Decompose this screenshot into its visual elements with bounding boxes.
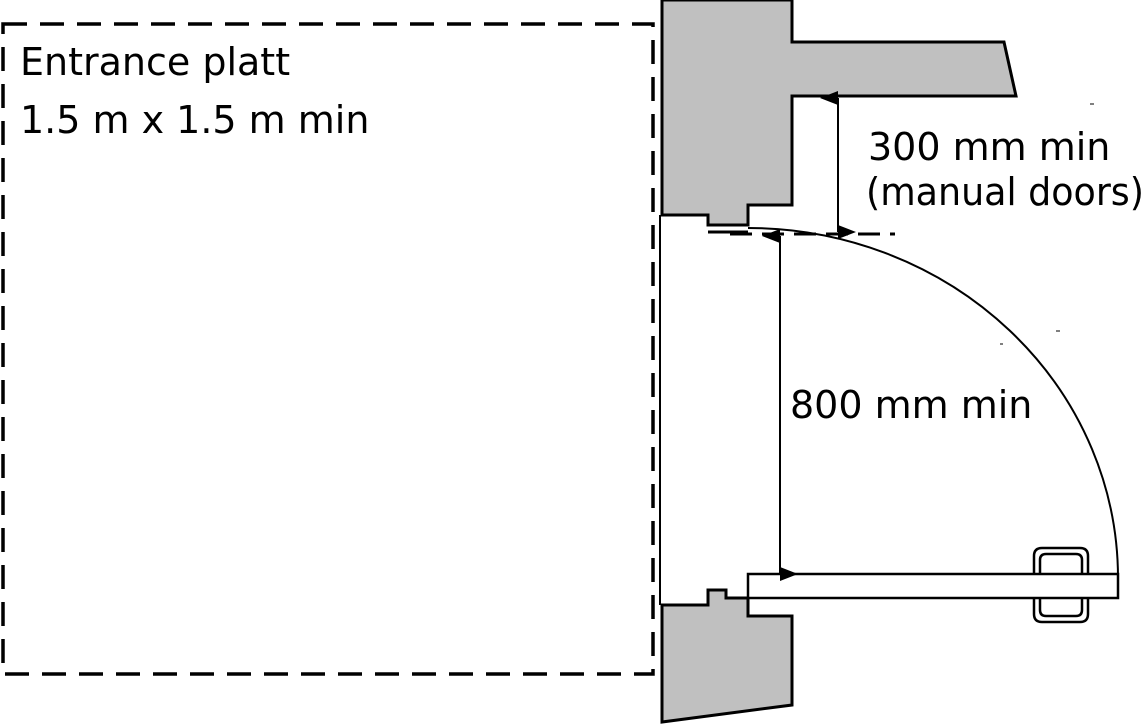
upper-wall [660, 0, 1018, 227]
platform-label-line1: Entrance platt [20, 40, 290, 84]
door-leaf [746, 572, 1120, 600]
entrance-platform-boundary [1, 22, 655, 676]
dimension-label-800: 800 mm min [790, 383, 1032, 427]
lower-wall [660, 588, 794, 724]
door-handle-icon [1032, 546, 1090, 624]
dimension-label-300: 300 mm min [868, 125, 1110, 169]
platform-label-line2: 1.5 m x 1.5 m min [20, 98, 369, 142]
dimension-label-manual-doors: (manual doors) [866, 170, 1144, 214]
